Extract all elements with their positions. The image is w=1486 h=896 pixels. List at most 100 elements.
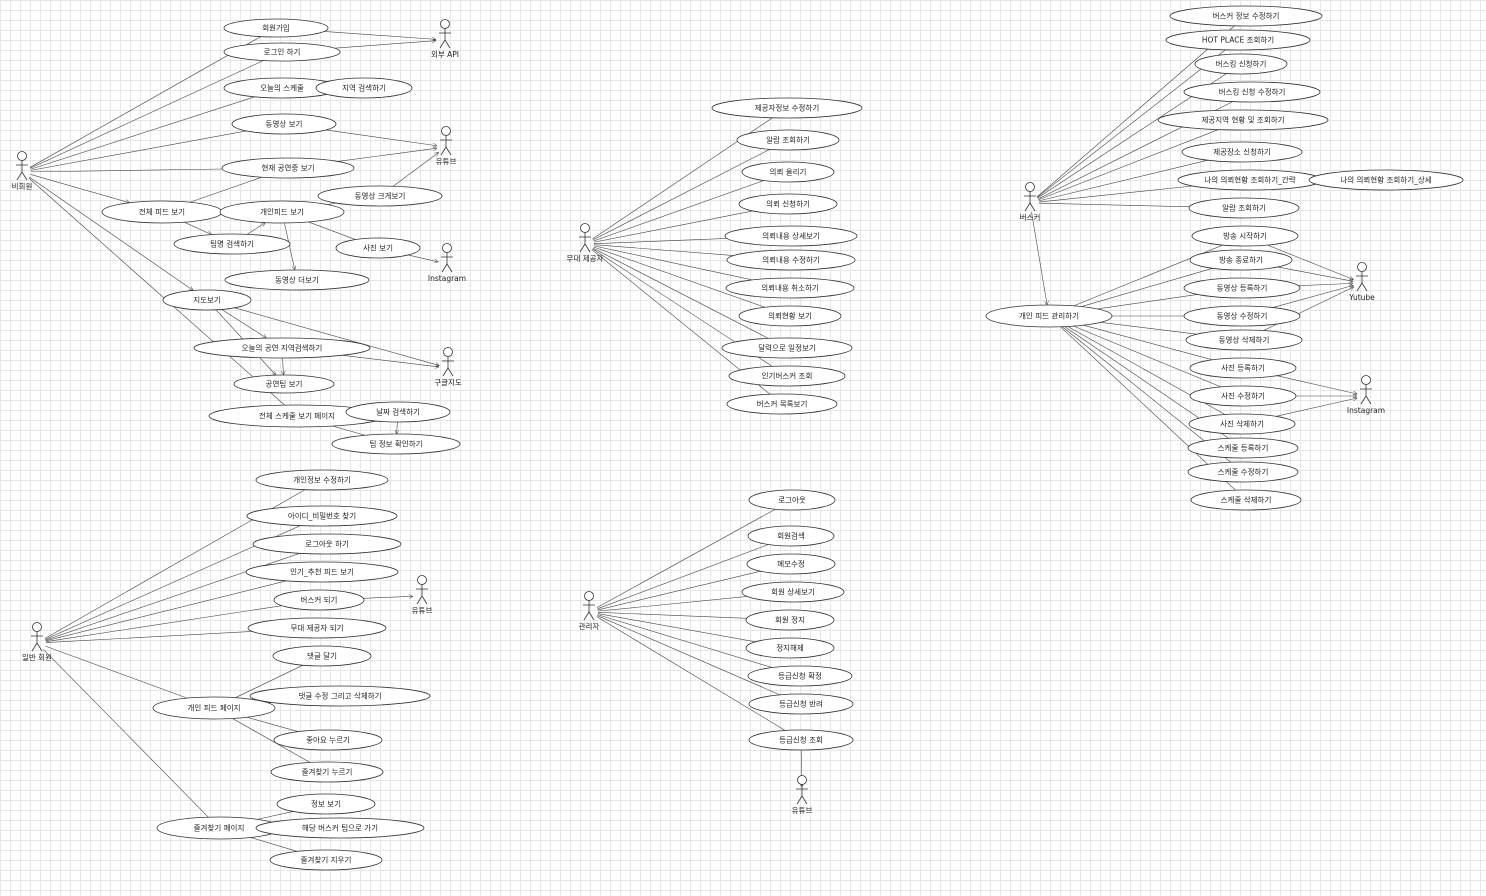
use-case-m6[interactable]: 무대 제공자 되기	[247, 617, 387, 639]
use-case-g11[interactable]: 사진 보기	[335, 237, 421, 259]
use-case-b3[interactable]: 버스킹 신청하기	[1194, 53, 1288, 75]
association-guest-g2	[30, 60, 264, 169]
use-case-b10[interactable]: 방송 시작하기	[1191, 225, 1299, 247]
use-case-b1[interactable]: 버스커 정보 수정하기	[1169, 5, 1323, 27]
use-case-b21[interactable]: 스케줄 삭제하기	[1190, 489, 1302, 511]
use-case-a7[interactable]: 등급신청 확정	[747, 665, 853, 687]
use-case-a1[interactable]: 로그아웃	[748, 489, 836, 511]
use-case-b11[interactable]: 방송 종료하기	[1189, 249, 1293, 271]
actor-stage[interactable]: 무대 제공자	[567, 223, 604, 264]
use-case-g1[interactable]: 회원가입	[223, 18, 329, 38]
use-case-label: 사진 수정하기	[1221, 391, 1265, 401]
actor-busker[interactable]: 버스커	[1020, 182, 1041, 223]
actor-head	[443, 347, 453, 357]
use-case-m1[interactable]: 개인정보 수정하기	[255, 469, 389, 491]
actor-yt2[interactable]: 유튜브	[412, 575, 433, 616]
use-case-a8[interactable]: 등급신청 반려	[748, 693, 854, 715]
use-case-b14[interactable]: 동영상 삭제하기	[1185, 329, 1303, 351]
use-case-m4[interactable]: 인기_추천 피드 보기	[245, 561, 399, 583]
use-case-g17[interactable]: 날짜 검색하기	[345, 401, 451, 423]
use-case-a6[interactable]: 정지해제	[745, 637, 835, 659]
use-case-s7[interactable]: 의뢰내용 취소하기	[725, 277, 855, 299]
use-case-b12[interactable]: 동영상 등록하기	[1183, 277, 1301, 299]
use-case-s10[interactable]: 인기버스커 조회	[728, 365, 846, 387]
use-case-m2[interactable]: 아이디_비밀번호 찾기	[246, 505, 398, 527]
use-case-label: 등급신청 반려	[779, 699, 823, 709]
use-case-g14[interactable]: 오늘의 공연 지역검색하기	[193, 337, 371, 359]
use-case-g5[interactable]: 동영상 보기	[231, 113, 337, 135]
actor-guest[interactable]: 비회원	[12, 151, 33, 192]
use-case-m15[interactable]: 즐겨찾기 지우기	[269, 849, 383, 871]
use-case-b18[interactable]: 사진 삭제하기	[1188, 413, 1296, 435]
use-case-a4[interactable]: 회원 상세보기	[741, 581, 845, 603]
use-case-s3[interactable]: 의뢰 올리기	[741, 161, 835, 183]
use-case-b5[interactable]: 제공지역 현황 및 조회하기	[1157, 109, 1329, 131]
use-case-m9[interactable]: 댓글 수정 그리고 삭제하기	[249, 685, 431, 707]
use-case-b16[interactable]: 사진 등록하기	[1189, 357, 1297, 379]
use-case-s1[interactable]: 제공자정보 수정하기	[711, 97, 863, 119]
use-case-s6[interactable]: 의뢰내용 수정하기	[726, 249, 856, 271]
use-case-s9[interactable]: 달력으로 일정보기	[721, 337, 853, 359]
use-case-g9[interactable]: 동영상 크게보기	[317, 185, 443, 207]
actor-extapi[interactable]: 외부 API	[431, 19, 459, 60]
use-case-label: 사진 삭제하기	[1220, 419, 1264, 429]
use-case-g4[interactable]: 지역 검색하기	[315, 77, 413, 99]
use-case-label: 인기_추천 피드 보기	[290, 567, 354, 577]
use-case-s2[interactable]: 알람 조회하기	[736, 129, 840, 151]
actor-insta1[interactable]: Instagram	[428, 243, 466, 284]
use-case-b2[interactable]: HOT PLACE 조회하기	[1165, 29, 1311, 51]
use-case-b15[interactable]: 개인 피드 관리하기	[985, 304, 1113, 328]
use-case-m12[interactable]: 정보 보기	[276, 793, 376, 815]
use-case-m10[interactable]: 좋아요 누르기	[273, 729, 383, 751]
use-case-m7[interactable]: 댓글 달기	[272, 645, 372, 667]
use-case-g2[interactable]: 로그인 하기	[223, 42, 341, 62]
use-case-s4[interactable]: 의뢰 신청하기	[738, 193, 838, 215]
actor-insta2[interactable]: Instagram	[1347, 375, 1385, 416]
use-case-a9[interactable]: 등급신청 조회	[748, 729, 854, 751]
use-case-g10[interactable]: 팀명 검색하기	[173, 233, 291, 255]
use-case-g8[interactable]: 개인피드 보기	[219, 200, 345, 224]
use-case-label: 의뢰 올리기	[770, 167, 807, 177]
use-case-a5[interactable]: 회원 정지	[745, 609, 835, 631]
use-case-g16[interactable]: 전체 스케줄 보기 페이지	[208, 404, 386, 428]
use-case-b4[interactable]: 버스킹 신청 수정하기	[1183, 81, 1321, 103]
actor-yt3[interactable]: 유튜브	[792, 775, 813, 816]
use-case-g7[interactable]: 전체 피드 보기	[101, 200, 223, 224]
use-case-b17[interactable]: 사진 수정하기	[1189, 385, 1297, 407]
use-case-s11[interactable]: 버스커 목록보기	[726, 393, 838, 415]
use-case-b19[interactable]: 스케줄 등록하기	[1187, 437, 1299, 459]
use-case-m3[interactable]: 로그아웃 하기	[252, 533, 402, 555]
actor-figure	[416, 584, 428, 605]
actor-admin[interactable]: 관리자	[579, 591, 600, 632]
actor-ytube[interactable]: Yutube	[1348, 262, 1375, 303]
use-case-m11[interactable]: 즐겨찾기 누르기	[270, 761, 384, 783]
use-case-m8[interactable]: 개인 피드 페이지	[152, 696, 276, 720]
use-case-m5[interactable]: 버스커 되기	[273, 589, 365, 611]
use-case-b6[interactable]: 제공장소 신청하기	[1181, 141, 1303, 163]
use-case-g15[interactable]: 공연팀 보기	[233, 374, 335, 394]
association-guest-g13	[29, 176, 193, 290]
use-case-b7[interactable]: 나의 의뢰현황 조회하기_간략	[1177, 169, 1323, 191]
use-case-label: 제공자정보 수정하기	[755, 103, 819, 113]
use-case-g6[interactable]: 현재 공연중 보기	[221, 157, 355, 179]
use-case-m13[interactable]: 즐겨찾기 페이지	[156, 816, 282, 840]
use-case-a3[interactable]: 메모수정	[746, 553, 836, 575]
use-case-b9[interactable]: 알람 조회하기	[1188, 197, 1300, 219]
use-case-ellipse	[223, 18, 329, 38]
actor-gmap[interactable]: 구글지도	[434, 347, 462, 388]
use-case-g18[interactable]: 팀 정보 확인하기	[331, 433, 461, 455]
use-case-a2[interactable]: 회원검색	[747, 525, 835, 547]
use-case-g13[interactable]: 지도보기	[162, 289, 252, 311]
actor-yt1[interactable]: 유튜브	[436, 126, 457, 167]
actor-label: 비회원	[12, 182, 33, 191]
use-case-s5[interactable]: 의뢰내용 상세보기	[724, 225, 858, 247]
use-case-ellipse	[1183, 305, 1301, 327]
use-case-ellipse	[728, 365, 846, 387]
use-case-b13[interactable]: 동영상 수정하기	[1183, 305, 1301, 327]
use-case-b8[interactable]: 나의 의뢰현황 조회하기_상세	[1308, 169, 1464, 191]
use-case-s8[interactable]: 의뢰현황 보기	[738, 305, 842, 327]
actor-member[interactable]: 일반 회원	[22, 622, 52, 663]
use-case-b20[interactable]: 스케줄 수정하기	[1187, 461, 1299, 483]
use-case-m14[interactable]: 해당 버스커 팀으로 가기	[255, 817, 425, 839]
use-case-g12[interactable]: 동영상 더보기	[224, 269, 370, 291]
